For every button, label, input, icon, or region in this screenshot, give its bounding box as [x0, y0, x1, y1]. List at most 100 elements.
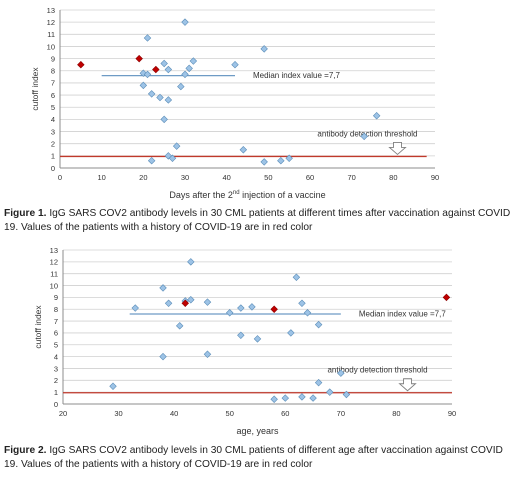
- chart1-x-axis-label-prefix: Days after the 2: [169, 190, 233, 200]
- chart1-data-point: [260, 158, 268, 166]
- chart2-covid-history-data-point: [181, 299, 189, 308]
- chart2-data-point: [253, 335, 262, 343]
- chart2-y-axis-label: cutoff index: [33, 305, 43, 349]
- chart2-data-point: [314, 320, 323, 329]
- chart2-x-tick-label: 80: [392, 409, 400, 418]
- figure-2-caption: Figure 2. IgG SARS COV2 antibody levels …: [4, 444, 516, 472]
- chart2-y-tick-label: 1: [54, 388, 58, 397]
- chart2-data-point: [298, 299, 306, 308]
- chart2-data-point: [314, 378, 323, 387]
- chart1-y-tick-label: 5: [51, 103, 55, 112]
- chart1-x-tick-label: 30: [181, 173, 189, 182]
- chart1-y-tick-label: 3: [51, 127, 55, 136]
- chart2-covid-history-data-point: [442, 293, 451, 302]
- chart1-threshold-arrow-icon: [388, 142, 407, 156]
- chart2-data-point: [309, 394, 317, 402]
- chart1-data-point: [172, 142, 181, 150]
- chart2-data-point: [164, 299, 173, 308]
- chart2-x-tick-label: 30: [114, 409, 122, 418]
- chart1-x-tick-label: 40: [222, 173, 230, 182]
- figure-1-caption: Figure 1. IgG SARS COV2 antibody levels …: [4, 207, 516, 235]
- chart2-y-tick-label: 6: [54, 329, 58, 338]
- chart1-data-point: [160, 115, 168, 124]
- chart2-y-tick-label: 4: [54, 352, 58, 361]
- chart1-data-point: [372, 112, 381, 120]
- chart1-data-point: [260, 45, 268, 53]
- chart1-data-point: [168, 154, 177, 163]
- chart2-data-point: [159, 352, 167, 361]
- chart1-y-tick-label: 1: [51, 152, 55, 161]
- chart2-data-point: [337, 369, 345, 377]
- chart2-y-tick-label: 10: [50, 281, 58, 290]
- figure-1-caption-text: IgG SARS COV2 antibody levels in 30 CML …: [4, 208, 511, 233]
- chart2-y-tick-label: 9: [54, 293, 58, 302]
- chart1-covid-history-data-point: [77, 60, 85, 69]
- chart1-x-axis-label: Days after the 2nd injection of a vaccin…: [169, 190, 325, 200]
- chart1-x-tick-label: 70: [347, 173, 355, 182]
- chart2-x-tick-label: 70: [337, 409, 345, 418]
- chart1-data-point: [139, 69, 148, 77]
- chart1-y-tick-label: 4: [51, 115, 55, 124]
- chart2-data-point: [203, 350, 212, 358]
- chart2-covid-history-data-point: [270, 305, 278, 313]
- chart2-data-point: [109, 382, 117, 390]
- chart2-y-tick-label: 0: [54, 400, 58, 409]
- chart2-x-tick-label: 90: [448, 409, 456, 418]
- chart1-y-tick-label: 7: [51, 79, 55, 88]
- chart1-covid-history-data-point: [152, 65, 160, 74]
- chart1-data-point: [231, 60, 239, 69]
- chart2-y-tick-label: 12: [50, 258, 58, 267]
- chart2-data-point: [326, 388, 334, 396]
- chart2-y-tick-label: 3: [54, 364, 58, 373]
- chart1-data-point: [164, 65, 173, 74]
- chart1-x-tick-label: 0: [58, 173, 62, 182]
- chart2-data-point: [292, 273, 301, 281]
- chart2-x-tick-label: 60: [281, 409, 289, 418]
- chart2-x-tick-label: 50: [226, 409, 234, 418]
- chart1-x-tick-label: 60: [306, 173, 314, 182]
- chart1-y-tick-label: 9: [51, 54, 55, 63]
- chart2-data-point: [237, 331, 245, 340]
- chart2-x-tick-label: 20: [59, 409, 67, 418]
- chart2-data-point: [159, 284, 167, 292]
- chart1-x-tick-label: 20: [139, 173, 147, 182]
- chart1-data-point: [189, 57, 198, 65]
- chart1-y-tick-label: 0: [51, 164, 55, 173]
- figure-2-caption-text: IgG SARS COV2 antibody levels in 30 CML …: [4, 445, 503, 470]
- chart2-data-point: [237, 304, 245, 312]
- chart2-threshold-label: antibody detection threshold: [327, 366, 427, 375]
- chart1-x-axis-label-superscript: nd: [233, 190, 240, 196]
- chart2-y-tick-label: 2: [54, 376, 58, 385]
- chart2-data-point: [203, 298, 212, 306]
- chart1-data-point: [143, 70, 152, 79]
- chart2-data-point: [187, 258, 195, 266]
- chart1-data-point: [143, 34, 152, 42]
- chart2-data-point: [298, 393, 306, 401]
- chart2-y-tick-label: 13: [50, 246, 58, 255]
- chart1-covid-history-data-point: [135, 54, 143, 63]
- chart1-data-point: [139, 81, 148, 90]
- chart1-data-point: [285, 154, 293, 163]
- chart2-data-point: [303, 309, 312, 317]
- chart2-data-point: [187, 296, 195, 304]
- chart2-y-tick-label: 8: [54, 305, 58, 314]
- chart2-data-point: [342, 390, 351, 399]
- chart1-data-point: [164, 152, 173, 160]
- chart2-data-point: [131, 304, 139, 312]
- chart2-data-point: [175, 322, 184, 330]
- chart2-data-point: [225, 309, 234, 317]
- chart2-data-point: [287, 329, 295, 337]
- chart2-data-point: [281, 394, 290, 402]
- chart1-y-tick-label: 13: [47, 6, 55, 15]
- chart1-data-point: [164, 96, 173, 104]
- chart2-data-point: [270, 395, 278, 403]
- chart1-median-label: Median index value =7,7: [253, 71, 341, 80]
- chart1-x-tick-label: 90: [431, 173, 439, 182]
- chart2-y-tick-label: 5: [54, 341, 58, 350]
- chart1-y-tick-label: 2: [51, 139, 55, 148]
- chart1-data-point: [360, 132, 368, 141]
- chart1-data-point: [147, 156, 156, 165]
- chart1-y-tick-label: 11: [47, 30, 55, 39]
